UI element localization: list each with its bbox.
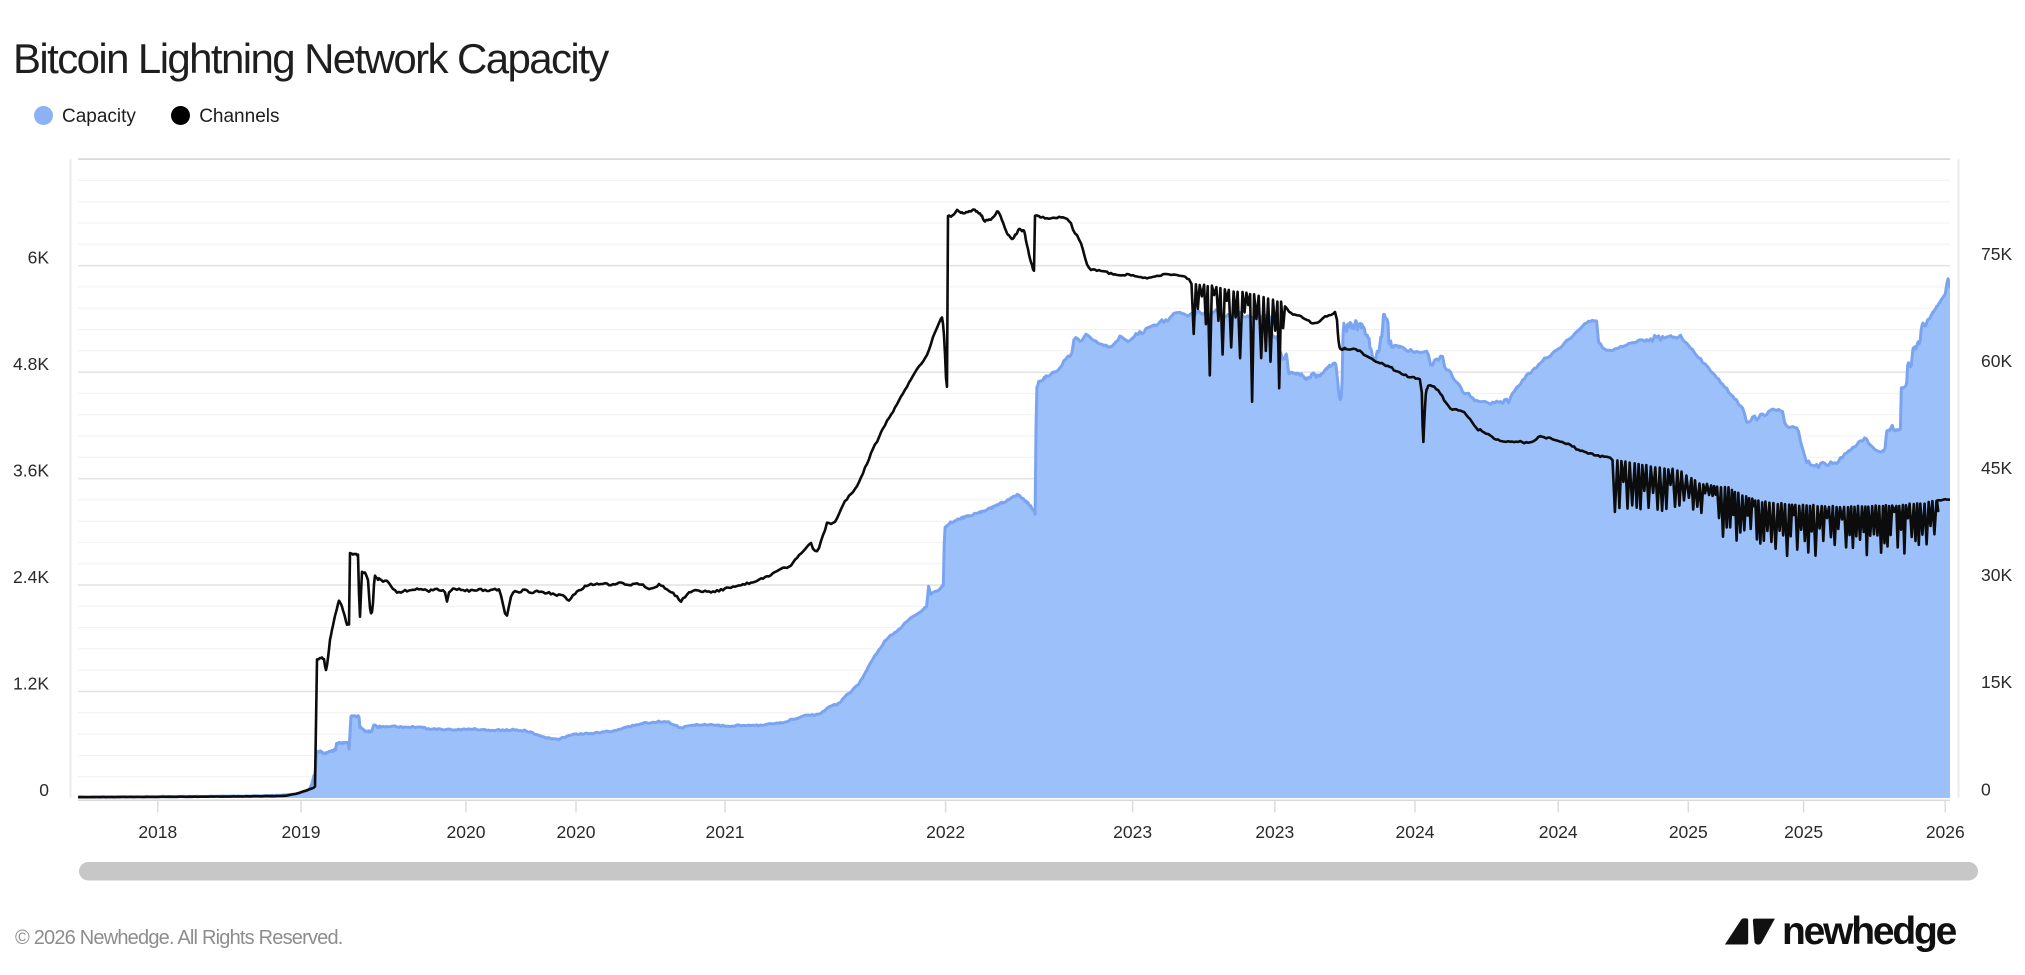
- svg-text:45K: 45K: [1981, 458, 2012, 478]
- svg-text:0: 0: [39, 780, 49, 800]
- svg-text:2022: 2022: [926, 822, 965, 842]
- svg-text:2025: 2025: [1669, 822, 1708, 842]
- svg-text:2025: 2025: [1784, 822, 1823, 842]
- svg-text:2020: 2020: [447, 822, 486, 842]
- svg-text:newhedge: newhedge: [1782, 910, 1957, 953]
- svg-text:30K: 30K: [1981, 565, 2012, 585]
- svg-text:2019: 2019: [282, 822, 321, 842]
- svg-text:2021: 2021: [706, 822, 745, 842]
- svg-text:2024: 2024: [1539, 822, 1578, 842]
- svg-text:6K: 6K: [28, 247, 50, 267]
- svg-text:4.8K: 4.8K: [13, 354, 49, 374]
- svg-text:2.4K: 2.4K: [13, 567, 49, 587]
- svg-text:2024: 2024: [1396, 822, 1435, 842]
- svg-text:2023: 2023: [1113, 822, 1152, 842]
- svg-text:1.2K: 1.2K: [13, 673, 49, 693]
- svg-text:75K: 75K: [1981, 244, 2012, 264]
- svg-text:2018: 2018: [138, 822, 177, 842]
- svg-text:3.6K: 3.6K: [13, 460, 49, 480]
- svg-text:2026: 2026: [1926, 822, 1965, 842]
- svg-text:2020: 2020: [557, 822, 596, 842]
- svg-text:2023: 2023: [1255, 822, 1294, 842]
- svg-text:15K: 15K: [1981, 672, 2012, 692]
- svg-text:0: 0: [1981, 779, 1991, 799]
- svg-text:60K: 60K: [1981, 351, 2012, 371]
